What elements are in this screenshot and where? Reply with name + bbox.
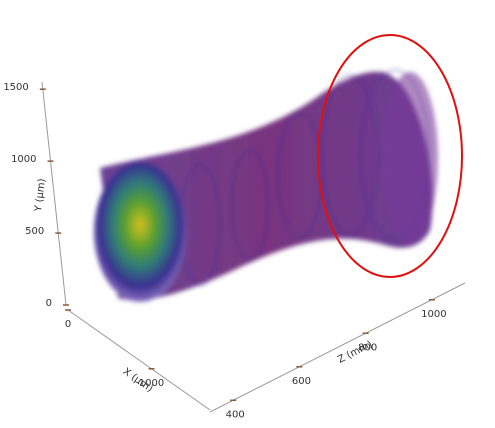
tick-label: 0 [46,298,52,309]
tick-label: 500 [25,226,44,237]
axis-label: Y (µm) [33,178,48,213]
tick-label: 0 [65,319,71,330]
axis-line [68,310,210,410]
axis-line [210,283,465,412]
funnel-end [382,72,438,244]
chart: 050010001500Y (µm)01000X (µm)40060080010… [0,0,495,428]
volume [94,70,438,302]
funnel-face [94,162,186,302]
tick-label: 1000 [421,309,446,320]
tick-label: 600 [292,376,311,387]
tick-label: 1500 [3,82,28,93]
tick-label: 400 [226,409,245,420]
tick-label: 1000 [11,154,36,165]
